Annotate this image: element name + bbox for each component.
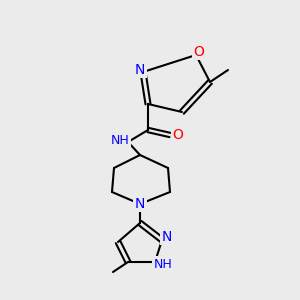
Text: N: N — [162, 230, 172, 244]
Text: NH: NH — [154, 257, 172, 271]
Text: NH: NH — [111, 134, 129, 146]
Text: N: N — [135, 197, 145, 211]
Text: N: N — [135, 63, 145, 77]
Text: O: O — [172, 128, 183, 142]
Text: O: O — [194, 45, 204, 59]
